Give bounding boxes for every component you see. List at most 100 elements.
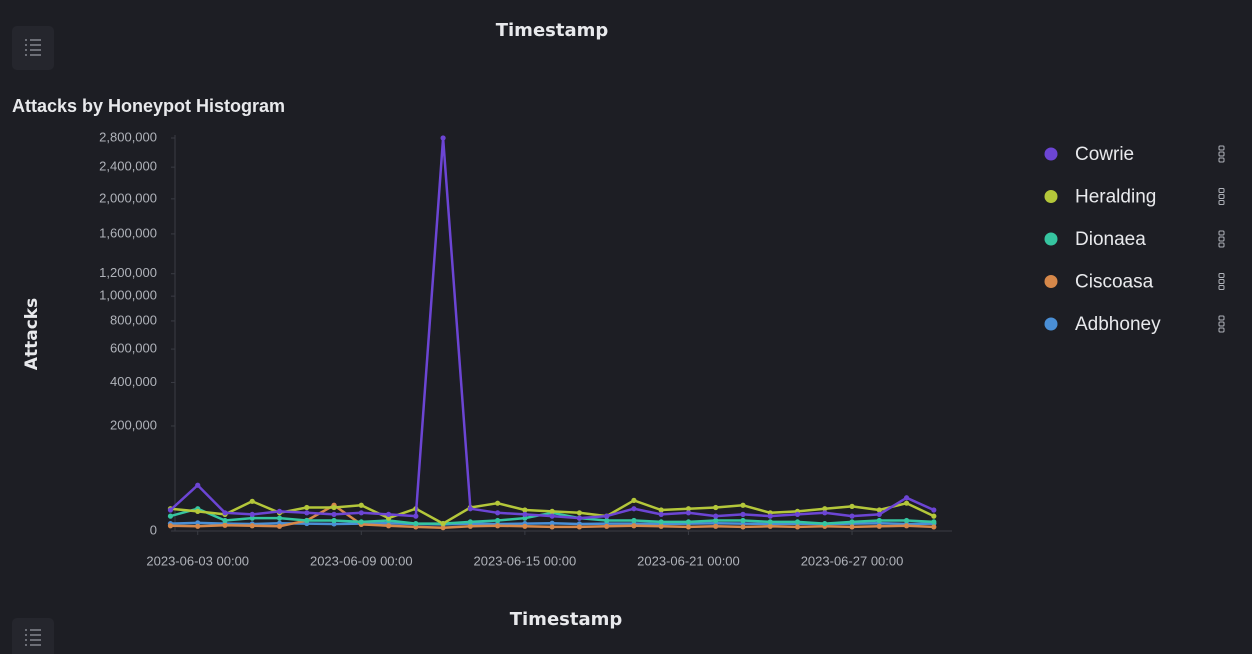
data-point: [794, 511, 801, 517]
data-point: [167, 523, 174, 529]
kebab-dot: [1218, 242, 1225, 248]
data-point: [631, 523, 637, 529]
data-point: [522, 511, 528, 517]
data-point: [495, 510, 501, 516]
kebab-dot: [1218, 321, 1225, 327]
data-point: [767, 523, 773, 529]
data-point: [849, 524, 855, 530]
data-point: [931, 519, 937, 525]
data-point: [631, 517, 637, 524]
data-point: [794, 524, 801, 530]
data-point: [822, 520, 828, 527]
legend-options[interactable]: [1218, 315, 1225, 333]
legend-label: Adbhoney: [1075, 314, 1161, 335]
data-point: [713, 517, 719, 524]
data-point: [658, 511, 664, 517]
y-tick-label: 600,000: [110, 341, 157, 356]
data-point: [767, 513, 773, 519]
menu-icon[interactable]: [12, 618, 54, 654]
data-point: [903, 517, 910, 524]
data-point: [304, 504, 310, 511]
data-point: [604, 517, 610, 524]
y-tick-label: 400,000: [110, 374, 157, 389]
header: Timestamp: [496, 20, 609, 41]
kebab-dot: [1218, 145, 1225, 151]
data-point: [658, 507, 664, 513]
kebab-dot: [1218, 188, 1225, 193]
data-point: [167, 507, 174, 513]
data-point: [604, 523, 610, 529]
data-point: [876, 517, 882, 524]
x-tick-label: 2023-06-21 00:00: [637, 553, 740, 568]
legend-marker: [1044, 317, 1058, 331]
data-point: [331, 517, 337, 524]
data-point: [604, 513, 610, 519]
data-point: [331, 504, 337, 511]
data-point: [658, 519, 664, 525]
y-tick-label: 2,000,000: [99, 190, 157, 205]
data-point: [222, 522, 228, 528]
y-tick-label: 1,200,000: [99, 265, 157, 280]
data-point: [195, 523, 201, 529]
data-point: [522, 523, 528, 529]
data-point: [740, 517, 746, 524]
kebab-dot: [1218, 236, 1225, 242]
data-point: [276, 508, 283, 514]
legend-options[interactable]: [1218, 188, 1225, 205]
chart-title: Attacks by Honeypot Histogram: [12, 96, 285, 116]
legend-options[interactable]: [1218, 273, 1225, 290]
data-point: [249, 515, 255, 521]
x-tick-label: 2023-06-27 00:00: [801, 553, 904, 568]
legend-label: Ciscoasa: [1075, 272, 1154, 293]
kebab-dot: [1218, 327, 1225, 333]
data-point: [276, 523, 283, 529]
data-point: [576, 515, 583, 521]
data-point: [740, 511, 746, 517]
data-point: [576, 510, 583, 516]
kebab-dot: [1218, 151, 1225, 157]
data-point: [849, 519, 855, 525]
y-tick-label: 1,600,000: [99, 225, 157, 240]
data-point: [876, 523, 882, 529]
kebab-dot: [1218, 315, 1225, 321]
data-point: [195, 482, 201, 488]
data-point: [276, 515, 283, 521]
data-point: [385, 511, 392, 517]
data-point: [903, 523, 910, 529]
legend-marker: [1044, 190, 1058, 203]
data-point: [931, 513, 937, 519]
legend-label: Cowrie: [1075, 144, 1134, 165]
data-point: [385, 523, 392, 529]
data-point: [685, 519, 692, 525]
legend-options[interactable]: [1218, 145, 1225, 163]
data-point: [495, 517, 501, 524]
data-point: [522, 515, 528, 521]
data-point: [876, 511, 882, 517]
data-point: [467, 519, 473, 525]
data-point: [740, 524, 746, 530]
data-point: [440, 525, 446, 531]
data-point: [685, 506, 692, 512]
data-point: [713, 523, 719, 529]
legend-marker: [1044, 275, 1058, 288]
data-point: [931, 524, 937, 530]
y-axis-label: Attacks: [22, 298, 42, 370]
y-tick-label: 2,400,000: [99, 159, 157, 174]
legend-label: Heralding: [1075, 187, 1156, 208]
legend-options[interactable]: [1218, 230, 1225, 248]
x-tick-label: 2023-06-15 00:00: [474, 553, 577, 568]
data-point: [576, 524, 583, 530]
data-point: [249, 523, 255, 529]
data-point: [822, 506, 828, 512]
y-tick-label: 200,000: [110, 417, 157, 432]
kebab-dot: [1218, 285, 1225, 290]
legend-marker: [1044, 147, 1058, 161]
data-point: [849, 513, 855, 519]
data-point: [249, 511, 255, 517]
menu-icon[interactable]: [12, 26, 54, 70]
data-point: [467, 523, 473, 529]
data-point: [713, 504, 719, 511]
data-point: [440, 135, 446, 141]
